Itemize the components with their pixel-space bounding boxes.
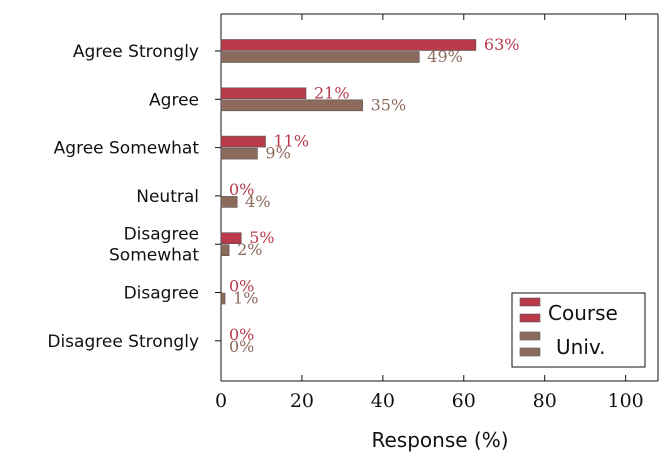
bar-univ-neutral	[220, 196, 238, 208]
x-axis-title: Response (%)	[371, 428, 508, 452]
bar-univ-agree-strongly	[220, 51, 420, 63]
data-label-course-agree: 21%	[314, 83, 350, 102]
plot-area	[220, 13, 659, 382]
x-tick-label: 0	[215, 390, 227, 412]
data-label-course-disagree: 0%	[229, 277, 254, 296]
legend-swatch-univ	[519, 331, 541, 341]
x-tick-label: 20	[290, 390, 314, 412]
category-label-disagree-somewhat: Disagree Somewhat	[109, 225, 199, 266]
bar-univ-agree-somewhat	[220, 147, 258, 160]
x-tick-label: 80	[533, 390, 557, 412]
legend-label-univ: Univ.	[556, 335, 606, 359]
category-label-line: Disagree	[124, 284, 199, 304]
legend-swatch-course	[519, 313, 541, 323]
category-label-line: Agree Somewhat	[54, 139, 200, 159]
bar-course-agree-somewhat	[220, 135, 266, 148]
x-tick-label: 100	[607, 390, 643, 412]
data-label-course-agree-somewhat: 11%	[274, 132, 310, 151]
category-label-line: Somewhat	[109, 246, 199, 266]
data-label-course-disagree-somewhat: 5%	[249, 228, 274, 247]
bar-course-agree-strongly	[220, 39, 477, 51]
category-label-line: Disagree Strongly	[47, 332, 199, 352]
bar-course-agree	[220, 87, 307, 100]
legend-label-course: Course	[548, 301, 618, 325]
data-label-univ-disagree: 1%	[233, 289, 258, 308]
value-labels: 63%49%21%35%11%9%0%4%5%2%0%1%0%0%	[229, 35, 519, 356]
category-label-line: Agree Strongly	[73, 42, 199, 62]
x-ticks: 0 20 40 60 80 100	[215, 14, 644, 412]
category-label-agree-strongly: Agree Strongly	[73, 42, 199, 62]
legend-swatch-course	[519, 297, 541, 307]
category-labels: Agree Strongly Agree Agree Somewhat Neutral…	[47, 42, 221, 352]
category-label-disagree-strongly: Disagree Strongly	[47, 332, 199, 352]
data-label-univ-agree-strongly: 49%	[427, 47, 463, 66]
bar-course-disagree-somewhat	[220, 232, 242, 244]
x-tick-label: 60	[452, 390, 476, 412]
category-label-neutral: Neutral	[136, 187, 199, 207]
category-label-line: Agree	[149, 90, 199, 110]
bar-univ-disagree-somewhat	[220, 244, 230, 256]
legend-swatch-univ	[519, 347, 541, 357]
category-label-line: Neutral	[136, 187, 199, 207]
category-label-line: Disagree	[124, 225, 199, 245]
bar-univ-disagree	[220, 292, 226, 305]
data-label-course-neutral: 0%	[229, 180, 254, 199]
category-label-agree-somewhat: Agree Somewhat	[54, 139, 200, 159]
data-label-univ-agree-somewhat: 9%	[265, 144, 290, 163]
data-label-univ-disagree-somewhat: 2%	[237, 240, 262, 259]
x-tick-label: 40	[371, 390, 395, 412]
category-label-agree: Agree	[149, 90, 199, 110]
data-label-course-agree-strongly: 63%	[484, 35, 520, 54]
bars	[220, 39, 477, 305]
data-label-univ-neutral: 4%	[245, 192, 270, 211]
data-label-univ-agree: 35%	[371, 95, 407, 114]
data-label-univ-disagree-strongly: 0%	[229, 337, 254, 356]
data-label-course-disagree-strongly: 0%	[229, 325, 254, 344]
legend: Course Univ.	[511, 292, 646, 368]
bar-univ-agree	[220, 99, 363, 112]
category-label-disagree: Disagree	[124, 284, 199, 304]
